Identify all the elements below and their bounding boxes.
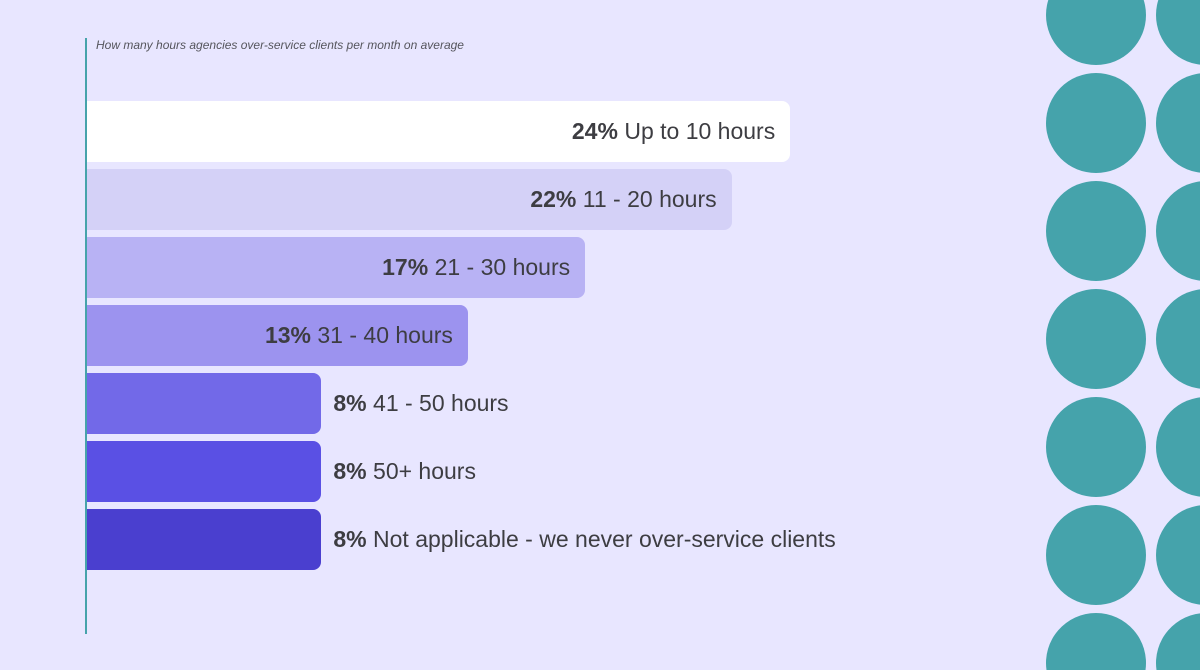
decorative-circle — [1156, 289, 1200, 389]
category-label: Not applicable - we never over-service c… — [366, 526, 836, 552]
bar — [87, 237, 586, 298]
bar-label: 8% Not applicable - we never over-servic… — [333, 509, 835, 570]
decorative-circle — [1156, 613, 1200, 670]
bar — [87, 305, 468, 366]
decorative-circle — [1046, 289, 1146, 389]
value-label: 24% — [571, 118, 618, 144]
value-label: 22% — [530, 186, 577, 212]
bar — [87, 101, 791, 162]
decorative-circle — [1156, 0, 1200, 65]
category-label: 50+ hours — [366, 458, 476, 484]
decorative-circle — [1156, 505, 1200, 605]
decorative-circle — [1046, 505, 1146, 605]
decorative-circle — [1046, 181, 1146, 281]
category-label: 41 - 50 hours — [366, 390, 509, 416]
category-label: Up to 10 hours — [617, 118, 776, 144]
bar-label: 8% 41 - 50 hours — [333, 373, 508, 434]
decorative-circle — [1046, 73, 1146, 173]
bar-label: 24% Up to 10 hours — [572, 101, 775, 162]
category-label: 11 - 20 hours — [576, 186, 717, 212]
bar — [87, 373, 322, 434]
value-label: 8% — [333, 458, 367, 484]
decorative-circle — [1156, 73, 1200, 173]
category-label: 31 - 40 hours — [310, 322, 453, 348]
value-label: 8% — [333, 526, 367, 552]
bar-label: 22% 11 - 20 hours — [530, 169, 716, 230]
bar-label: 8% 50+ hours — [333, 441, 476, 502]
decorative-circle — [1156, 397, 1200, 497]
bar — [87, 169, 732, 230]
value-label: 13% — [264, 322, 311, 348]
decorative-circle — [1046, 0, 1146, 65]
value-label: 8% — [333, 390, 367, 416]
decorative-circle — [1156, 181, 1200, 281]
decorative-circle — [1046, 612, 1146, 670]
bar-label: 17% 21 - 30 hours — [382, 237, 570, 298]
decorative-circle — [1046, 397, 1146, 497]
bar — [87, 509, 322, 570]
bar-label: 13% 31 - 40 hours — [265, 305, 453, 366]
category-label: 21 - 30 hours — [428, 254, 571, 280]
axis-line — [85, 38, 87, 634]
bar — [87, 441, 322, 502]
value-label: 17% — [382, 254, 429, 280]
chart-title: How many hours agencies over-service cli… — [96, 38, 464, 52]
